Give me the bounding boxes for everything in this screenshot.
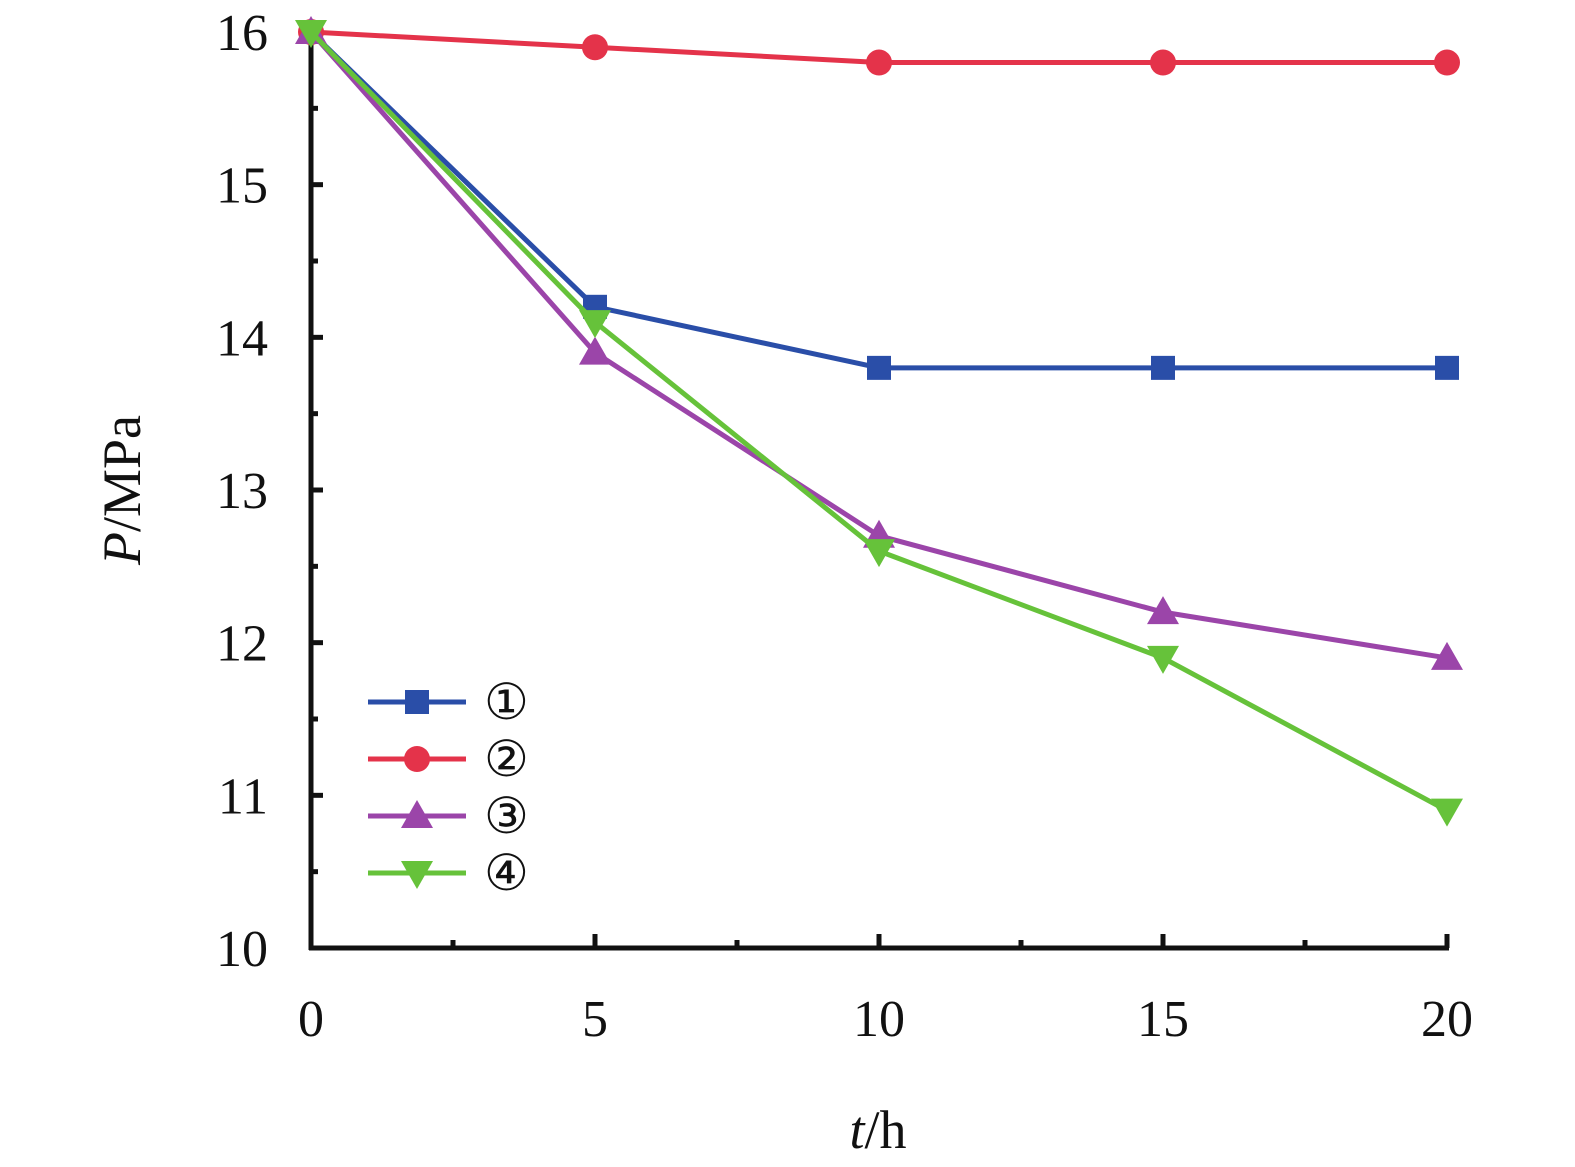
data-point bbox=[1147, 596, 1179, 625]
y-tick-label: 14 bbox=[216, 310, 268, 367]
data-point bbox=[1147, 645, 1179, 674]
x-tick-label: 10 bbox=[853, 991, 905, 1048]
x-axis-unit: /h bbox=[865, 1100, 907, 1160]
legend-label: ① bbox=[484, 673, 529, 731]
series-line bbox=[309, 30, 1449, 813]
data-point bbox=[1431, 641, 1463, 670]
data-point bbox=[295, 20, 327, 48]
y-tick-label: 15 bbox=[216, 158, 268, 215]
data-point bbox=[1150, 49, 1176, 76]
legend-marker bbox=[401, 861, 433, 889]
axes: 0 5 10 15 20 10 11 12 13 14 15 16 bbox=[216, 5, 1473, 1048]
data-point bbox=[1434, 49, 1460, 76]
data-point bbox=[579, 336, 611, 365]
legend-label: ④ bbox=[484, 844, 529, 902]
legend-item-4: ④ bbox=[368, 844, 529, 902]
y-tick-label: 12 bbox=[216, 616, 268, 673]
y-tick-label: 13 bbox=[216, 463, 268, 520]
legend-item-1: ① bbox=[368, 673, 529, 731]
y-tick-label: 11 bbox=[218, 768, 268, 825]
y-axis-unit: /MPa bbox=[92, 415, 152, 532]
legend-item-3: ③ bbox=[368, 787, 529, 845]
data-point bbox=[1435, 355, 1459, 380]
series-3 bbox=[295, 16, 1463, 670]
data-point bbox=[863, 539, 895, 568]
data-point bbox=[1431, 798, 1463, 827]
y-axis-label: P/MPa bbox=[92, 415, 152, 566]
data-point bbox=[1151, 355, 1175, 380]
legend-label: ③ bbox=[484, 787, 529, 845]
y-tick-label: 16 bbox=[216, 5, 268, 62]
legend-item-2: ② bbox=[368, 730, 529, 788]
series-group bbox=[295, 16, 1463, 827]
data-point bbox=[867, 355, 891, 380]
series-2 bbox=[298, 19, 1460, 76]
x-axis-label: t/h bbox=[849, 1100, 906, 1160]
legend-marker bbox=[405, 690, 429, 714]
series-line bbox=[309, 30, 1447, 371]
y-tick-label: 10 bbox=[216, 921, 268, 978]
data-point bbox=[582, 34, 608, 61]
series-4 bbox=[295, 20, 1463, 827]
legend-marker bbox=[401, 800, 433, 828]
legend-marker bbox=[404, 746, 430, 772]
x-tick-label: 5 bbox=[582, 991, 608, 1048]
x-tick-label: 15 bbox=[1137, 991, 1189, 1048]
legend-label: ② bbox=[484, 730, 529, 788]
x-axis-var: t bbox=[849, 1100, 866, 1160]
x-tick-label: 20 bbox=[1421, 991, 1473, 1048]
y-axis-var: P bbox=[92, 532, 152, 566]
x-tick-label: 0 bbox=[298, 991, 324, 1048]
data-point bbox=[866, 49, 892, 76]
data-point bbox=[579, 310, 611, 339]
